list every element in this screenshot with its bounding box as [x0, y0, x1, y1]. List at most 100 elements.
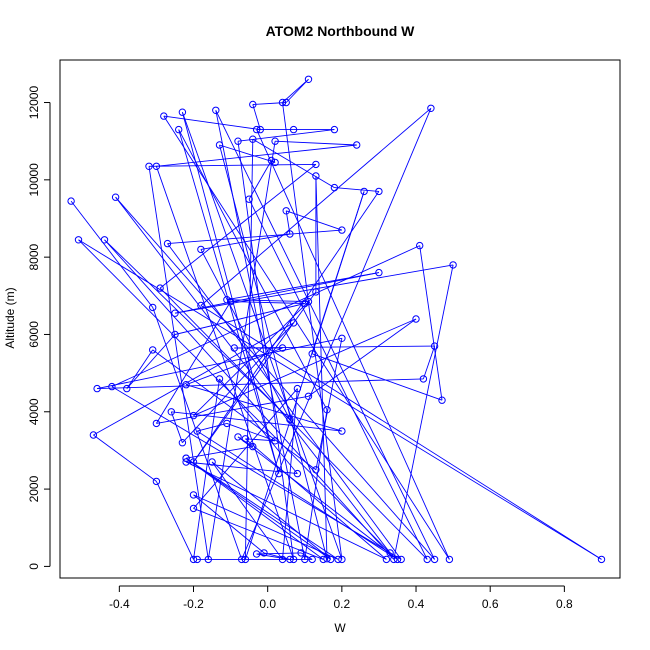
series-segment — [148, 163, 316, 167]
series-segment — [334, 187, 379, 192]
series-segment — [78, 239, 602, 560]
chart-title: ATOM2 Northbound W — [266, 23, 416, 39]
series-segment — [178, 129, 280, 474]
series-segment — [419, 245, 443, 401]
data-point — [438, 396, 446, 404]
series-segment — [197, 422, 228, 432]
data-point — [293, 384, 302, 393]
data-point — [223, 296, 231, 304]
data-point — [293, 469, 302, 478]
series-segment — [97, 378, 424, 390]
data-point — [245, 195, 253, 203]
series-segment — [193, 494, 265, 554]
data-point — [197, 301, 205, 310]
x-axis: -0.4 -0.2 0.0 0.2 0.4 0.6 0.8 — [109, 585, 573, 611]
data-point — [360, 187, 368, 196]
series-segment — [248, 199, 428, 560]
data-point — [226, 297, 235, 306]
x-tick-label: -0.2 — [183, 597, 204, 611]
x-tick-label: 0.0 — [259, 597, 276, 611]
series-segment — [70, 200, 154, 308]
series-segment — [241, 108, 432, 560]
series-segment — [126, 349, 154, 389]
data-point — [152, 419, 161, 428]
series-segment — [93, 434, 157, 482]
data-point — [286, 555, 294, 564]
series-segment — [167, 229, 342, 245]
data-point — [445, 555, 454, 564]
data-point — [152, 162, 161, 171]
data-point — [597, 555, 606, 564]
series-segment — [152, 349, 317, 471]
data-point — [123, 384, 131, 393]
series-segment — [185, 457, 324, 560]
data-point — [178, 108, 187, 116]
data-point — [289, 555, 298, 564]
series-segment — [193, 388, 298, 509]
series-segment — [282, 102, 343, 560]
series-segment — [156, 301, 231, 424]
data-point — [93, 384, 101, 393]
y-axis: 0 2000 4000 6000 8000 10000 12000 — [27, 86, 51, 570]
series-segment — [185, 457, 339, 560]
data-point — [163, 239, 172, 248]
series-segment — [193, 507, 324, 560]
data-point — [215, 375, 224, 383]
data-point — [430, 555, 439, 564]
data-point — [189, 504, 198, 513]
series-segment — [155, 481, 194, 560]
data-point — [175, 125, 183, 134]
data-point — [256, 125, 264, 134]
data-point — [234, 433, 242, 441]
data-point — [353, 141, 361, 149]
data-point — [156, 284, 164, 292]
data-point — [100, 236, 109, 244]
data-point — [204, 555, 213, 564]
series-segment — [185, 384, 343, 432]
data-point — [241, 555, 250, 564]
data-point — [312, 172, 320, 180]
y-tick-label: 6000 — [27, 321, 41, 348]
y-axis-label: Altitude (m) — [3, 287, 17, 348]
data-point — [308, 555, 316, 564]
data-point — [260, 549, 268, 557]
data-point — [278, 555, 287, 564]
series-segment — [215, 110, 306, 560]
y-tick-label: 4000 — [27, 398, 41, 425]
data-point — [323, 555, 331, 563]
data-point — [393, 555, 402, 564]
data-point — [67, 197, 75, 205]
data-point — [267, 156, 276, 165]
x-tick-label: 0.4 — [408, 597, 425, 611]
data-point — [304, 75, 313, 84]
data-point — [249, 135, 257, 143]
data-point — [89, 431, 98, 439]
series-segment — [167, 243, 402, 560]
data-point — [252, 125, 261, 134]
y-tick-label: 2000 — [27, 475, 41, 502]
data-point — [286, 230, 294, 238]
data-point — [108, 382, 116, 391]
data-point — [182, 381, 190, 389]
series-segment — [285, 210, 291, 235]
data-point — [74, 236, 83, 244]
data-point — [375, 187, 383, 196]
data-point — [212, 106, 220, 115]
series-segment — [226, 422, 276, 442]
x-axis-label: W — [334, 621, 346, 635]
data-point — [319, 555, 327, 564]
series-lines — [70, 78, 602, 560]
y-tick-label: 12000 — [27, 86, 41, 120]
series-segment — [237, 436, 398, 560]
series-segment — [126, 334, 176, 389]
data-point — [234, 137, 242, 145]
data-point — [338, 226, 346, 234]
series-segment — [163, 115, 261, 131]
series-segment — [171, 411, 342, 432]
data-point — [178, 439, 187, 447]
data-point — [312, 160, 320, 169]
series-segment — [245, 438, 387, 560]
data-point — [308, 350, 316, 358]
series-segment — [211, 461, 283, 560]
